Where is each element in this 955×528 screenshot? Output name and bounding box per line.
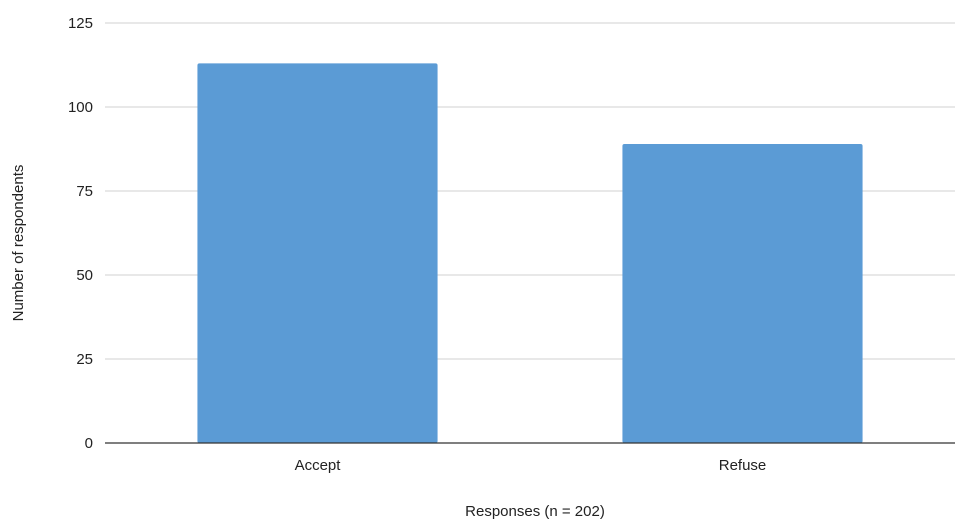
bars [197,63,863,443]
bar [197,63,438,443]
y-tick-label: 75 [76,183,93,200]
y-tick-label: 0 [85,435,93,452]
y-tick-label: 50 [76,267,93,284]
y-axis-title: Number of respondents [10,165,27,322]
x-tick-label: Accept [295,457,342,474]
y-tick-label: 100 [68,99,93,116]
x-tick-labels: Accept Refuse [295,457,767,474]
y-tick-label: 25 [76,351,93,368]
bar [622,143,863,443]
y-tick-label: 125 [68,15,93,32]
x-tick-label: Refuse [719,457,767,474]
x-axis-title: Responses (n = 202) [465,503,605,520]
y-tick-labels: 0 25 50 75 100 125 [68,15,93,452]
